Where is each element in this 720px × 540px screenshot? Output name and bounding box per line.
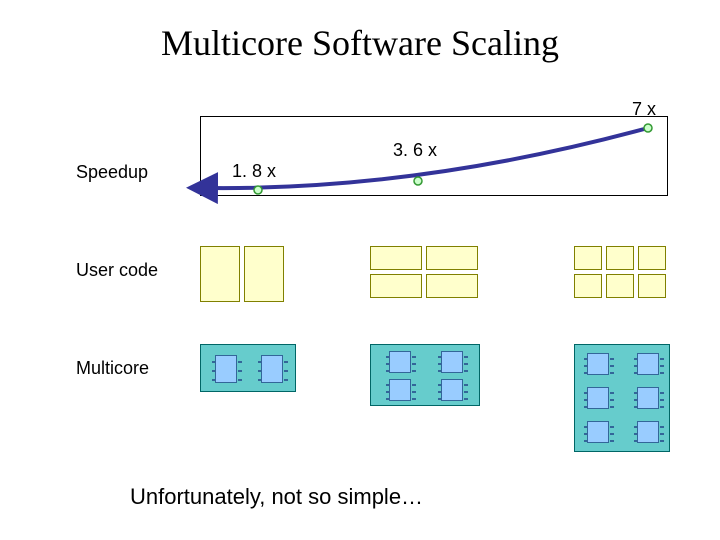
speedup-curve	[0, 0, 720, 540]
cpu-chip-icon	[215, 355, 237, 383]
cpu-chip-icon	[441, 379, 463, 401]
cpu-chip-icon	[261, 355, 283, 383]
cpu-chip-icon	[389, 379, 411, 401]
usercode-box	[606, 246, 634, 270]
cpu-chip-icon	[587, 387, 609, 409]
multicore-panel	[200, 344, 296, 392]
cpu-chip-icon	[637, 387, 659, 409]
cpu-chip-icon	[587, 353, 609, 375]
usercode-box	[426, 246, 478, 270]
usercode-box	[574, 246, 602, 270]
cpu-chip-icon	[389, 351, 411, 373]
cpu-chip-icon	[441, 351, 463, 373]
usercode-box	[200, 246, 240, 302]
speedup-point	[644, 124, 652, 132]
usercode-box	[370, 274, 422, 298]
footer-text: Unfortunately, not so simple…	[130, 484, 423, 510]
usercode-box	[370, 246, 422, 270]
speedup-point	[254, 186, 262, 194]
multicore-panel	[370, 344, 480, 406]
usercode-box	[638, 246, 666, 270]
speedup-point	[414, 177, 422, 185]
speedup-label: 7 x	[632, 99, 656, 120]
multicore-panel	[574, 344, 670, 452]
cpu-chip-icon	[637, 421, 659, 443]
usercode-box	[574, 274, 602, 298]
usercode-box	[244, 246, 284, 302]
usercode-box	[426, 274, 478, 298]
cpu-chip-icon	[587, 421, 609, 443]
usercode-box	[606, 274, 634, 298]
speedup-label: 1. 8 x	[232, 161, 276, 182]
cpu-chip-icon	[637, 353, 659, 375]
usercode-box	[638, 274, 666, 298]
speedup-label: 3. 6 x	[393, 140, 437, 161]
